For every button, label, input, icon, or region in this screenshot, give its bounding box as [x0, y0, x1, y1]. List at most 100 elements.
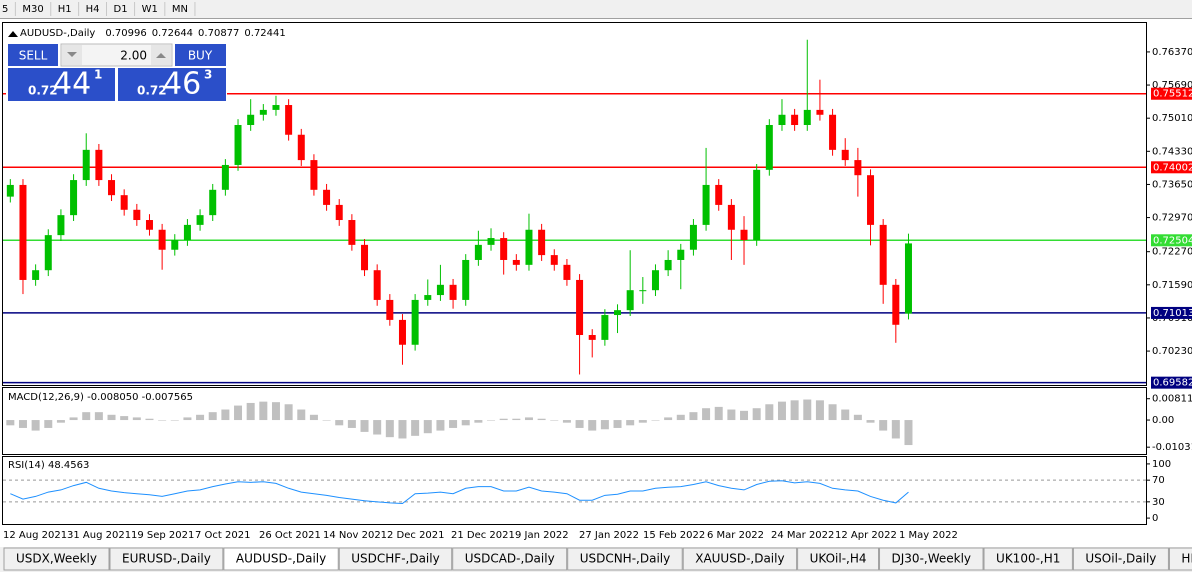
candle-body — [702, 184, 710, 225]
candle-body — [867, 175, 875, 225]
timeframe-button[interactable]: M30 — [22, 4, 43, 15]
tab-bg[interactable] — [682, 547, 798, 571]
histogram-bar — [651, 420, 660, 421]
candle-body — [639, 290, 647, 292]
volume-value[interactable]: 2.00 — [120, 49, 147, 63]
histogram-bar — [423, 420, 432, 434]
tab-label[interactable]: USDCAD-,Daily — [465, 552, 555, 566]
histogram-bar — [18, 420, 27, 428]
tab-bg[interactable] — [223, 547, 339, 571]
timeframe-button[interactable]: MN — [172, 4, 188, 15]
tab-label[interactable]: XAUUSD-,Daily — [695, 552, 784, 566]
ask-box[interactable] — [118, 68, 226, 101]
candle-body — [19, 184, 27, 280]
tab-bg[interactable] — [879, 547, 984, 571]
candle-body — [715, 184, 723, 205]
tab-label[interactable]: USOil-,Daily — [1085, 552, 1156, 566]
candle-body — [879, 224, 887, 285]
candle-body — [209, 189, 217, 216]
y-tick-label: 0.76370 — [1152, 47, 1192, 58]
histogram-bar — [676, 414, 685, 421]
tab-bg[interactable] — [109, 547, 224, 571]
y-tick-label: 0.00 — [1152, 415, 1174, 426]
histogram-bar — [120, 416, 129, 421]
histogram-bar — [600, 420, 609, 430]
overlay-layer: AUDUSD-,Daily SELL 2.00 BUY 0.72 44 1 0.… — [6, 28, 286, 471]
candle-body — [664, 259, 672, 271]
volume-box[interactable] — [60, 43, 173, 67]
timeframe-button[interactable]: 5 — [2, 4, 8, 15]
buy-label[interactable]: BUY — [188, 49, 213, 63]
candle-body — [348, 220, 356, 245]
timeframes: 5 M30 H1 H4 D1 W1 MN — [2, 2, 196, 16]
sell-label[interactable]: SELL — [19, 49, 48, 63]
sell-button[interactable] — [8, 44, 58, 66]
tab[interactable]: UKOil-,H4 — [797, 547, 880, 571]
buy-button[interactable] — [175, 44, 226, 66]
candle-body — [398, 319, 406, 345]
candle-body — [765, 125, 773, 170]
tab-label[interactable]: USDCNH-,Daily — [580, 552, 671, 566]
candle-body — [753, 169, 761, 240]
tab-bg[interactable] — [983, 547, 1073, 571]
tab-label[interactable]: AUDUSD-,Daily — [236, 552, 326, 566]
histogram-bar — [360, 420, 369, 432]
tab[interactable]: USOil-,Daily — [1072, 547, 1169, 571]
histogram-bar — [335, 420, 344, 426]
tab[interactable]: HK50- — [1168, 547, 1192, 571]
histogram-bar — [82, 412, 91, 421]
tab-bg[interactable] — [1072, 547, 1169, 571]
macd-panel-frame — [2, 387, 1147, 455]
tab-bg[interactable] — [567, 547, 683, 571]
tab[interactable]: USDX,Weekly — [3, 547, 110, 571]
tab-label[interactable]: UKOil-,H4 — [810, 552, 867, 566]
tab[interactable]: EURUSD-,Daily — [109, 547, 224, 571]
timeframe-button[interactable]: H1 — [58, 4, 72, 15]
candle-body — [411, 299, 419, 345]
histogram-bar — [841, 409, 850, 421]
tab-bg[interactable] — [3, 547, 110, 571]
collapse-arrow[interactable] — [8, 31, 18, 37]
tab-label[interactable]: USDCHF-,Daily — [351, 552, 439, 566]
timeframe-button[interactable]: D1 — [114, 4, 128, 15]
tab-bg[interactable] — [797, 547, 880, 571]
tab[interactable]: AUDUSD-,Daily — [223, 547, 339, 571]
tab[interactable]: USDCAD-,Daily — [452, 547, 568, 571]
x-tick-label: 15 Feb 2022 — [643, 530, 705, 541]
candle-body — [6, 184, 14, 197]
tab[interactable]: XAUUSD-,Daily — [682, 547, 798, 571]
tab-label[interactable]: USDX,Weekly — [16, 552, 97, 566]
histogram-bar — [398, 420, 407, 439]
candle-body — [424, 295, 432, 300]
tab-label[interactable]: HK50- — [1181, 552, 1192, 566]
candle-body — [44, 235, 52, 271]
tab[interactable]: USDCHF-,Daily — [338, 547, 453, 571]
bid-box[interactable] — [8, 68, 115, 101]
tab-label[interactable]: DJ30-,Weekly — [892, 552, 972, 566]
x-tick-label: 21 Dec 2021 — [451, 530, 515, 541]
tab[interactable]: DJ30-,Weekly — [879, 547, 984, 571]
histogram-bar — [550, 420, 559, 421]
x-tick-label: 2 Dec 2021 — [387, 530, 445, 541]
histogram-bar — [815, 400, 824, 421]
tab-label[interactable]: EURUSD-,Daily — [122, 552, 211, 566]
histogram-bar — [322, 420, 331, 421]
histogram-bar — [512, 418, 521, 421]
candle-body — [892, 284, 900, 325]
tab-bg[interactable] — [1168, 547, 1192, 571]
tab-label[interactable]: UK100-,H1 — [996, 552, 1060, 566]
level-label: 0.72504 — [1153, 235, 1192, 246]
timeframe-button[interactable]: H4 — [86, 4, 100, 15]
candle-body — [449, 284, 457, 300]
timeframe-button[interactable]: W1 — [142, 4, 158, 15]
tab[interactable]: UK100-,H1 — [983, 547, 1073, 571]
tab-bg[interactable] — [452, 547, 568, 571]
tab-bg[interactable] — [338, 547, 453, 571]
macd-title: MACD(12,26,9) -0.008050 -0.007565 — [8, 392, 193, 403]
y-tick-label: 0.00811 — [1152, 394, 1192, 405]
histogram-bar — [196, 414, 205, 421]
tab[interactable]: USDCNH-,Daily — [567, 547, 683, 571]
histogram-bar — [626, 420, 635, 426]
